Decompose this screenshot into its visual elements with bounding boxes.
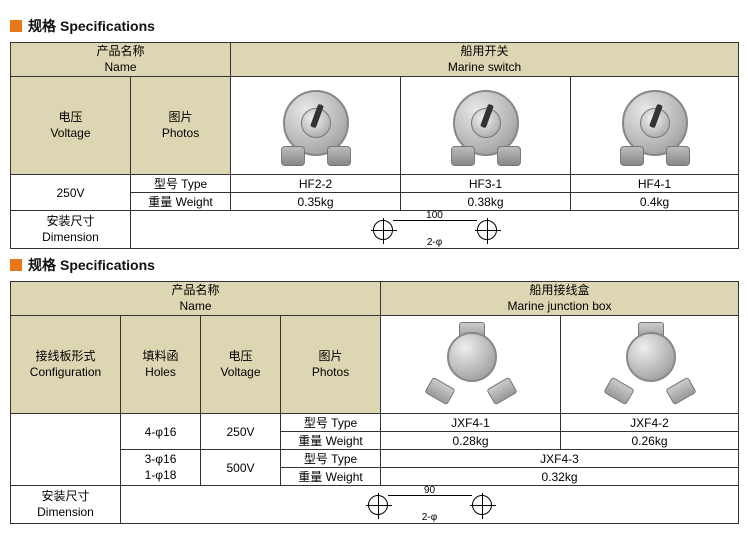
t2-r1-c1-type: JXF4-1 [381,414,561,432]
t1-c2-weight: 0.4kg [571,193,739,211]
t2-r1-weight-label: 重量 Weight [281,432,381,450]
t2-r2-type-label: 型号 Type [281,450,381,468]
t2-name-header: 产品名称 Name [11,282,381,316]
t1-photo-3 [571,77,739,175]
t2-r1-c2-weight: 0.26kg [561,432,739,450]
t2-voltage-header: 电压 Voltage [201,316,281,414]
t1-voltage-header: 电压 Voltage [11,77,131,175]
t2-product-header: 船用接线盒 Marine junction box [381,282,739,316]
t1-c1-weight: 0.38kg [401,193,571,211]
accent-square-icon [10,259,22,271]
t1-photo-2 [401,77,571,175]
t2-r1-c2-type: JXF4-2 [561,414,739,432]
t1-c0-weight: 0.35kg [231,193,401,211]
t2-photo-2 [561,316,739,414]
t2-r2-c1-weight: 0.32kg [381,468,739,486]
section1-title-cn: 规格 [28,16,56,36]
t1-photos-header: 图片 Photos [131,77,231,175]
t2-r2-c1-type: JXF4-3 [381,450,739,468]
t2-dim-diagram: 90 2-φ [121,486,739,524]
section2-header: 规格 Specifications [10,255,738,275]
t2-r1-type-label: 型号 Type [281,414,381,432]
section1-title-en: Specifications [60,18,155,34]
t1-c1-type: HF3-1 [401,175,571,193]
accent-square-icon [10,20,22,32]
t2-r2-holes: 3-φ16 1-φ18 [121,450,201,486]
spec-table-1: 产品名称 Name 船用开关 Marine switch 电压 Voltage … [10,42,739,249]
t1-dim-header: 安装尺寸 Dimension [11,211,131,249]
t2-config-header: 接线板形式 Configuration [11,316,121,414]
t1-photo-1 [231,77,401,175]
t2-holes-header: 填料函 Holes [121,316,201,414]
section1-header: 规格 Specifications [10,16,738,36]
t1-name-header: 产品名称 Name [11,43,231,77]
t1-type-label: 型号 Type [131,175,231,193]
section2-title-cn: 规格 [28,255,56,275]
t2-config-cell [11,414,121,486]
t2-r2-weight-label: 重量 Weight [281,468,381,486]
t2-r1-holes: 4-φ16 [121,414,201,450]
t2-r1-voltage: 250V [201,414,281,450]
t2-dim-header: 安装尺寸 Dimension [11,486,121,524]
section2-title-en: Specifications [60,257,155,273]
t2-r2-voltage: 500V [201,450,281,486]
t1-weight-label: 重量 Weight [131,193,231,211]
t1-c0-type: HF2-2 [231,175,401,193]
t1-product-header: 船用开关 Marine switch [231,43,739,77]
t2-photos-header: 图片 Photos [281,316,381,414]
spec-table-2: 产品名称 Name 船用接线盒 Marine junction box 接线板形… [10,281,739,524]
t2-r1-c1-weight: 0.28kg [381,432,561,450]
t1-voltage-value: 250V [11,175,131,211]
t2-photo-1 [381,316,561,414]
t1-dim-diagram: 100 2-φ [131,211,739,249]
t1-c2-type: HF4-1 [571,175,739,193]
